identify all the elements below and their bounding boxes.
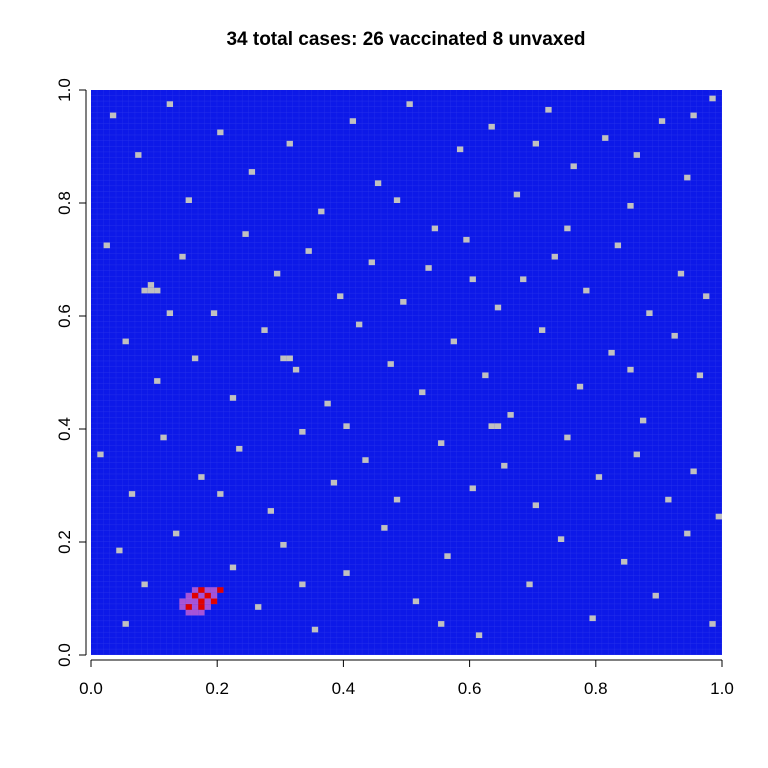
y-tick-label: 1.0 [55, 78, 74, 102]
y-tick-label: 0.2 [55, 530, 74, 554]
x-tick-label: 0.6 [458, 679, 482, 698]
y-tick-label: 0.6 [55, 304, 74, 328]
y-tick-label: 0.0 [55, 643, 74, 667]
x-tick-label: 0.4 [332, 679, 356, 698]
y-tick-label: 0.4 [55, 417, 74, 441]
x-tick-label: 0.8 [584, 679, 608, 698]
y-tick-label: 0.8 [55, 191, 74, 215]
x-tick-label: 0.2 [205, 679, 229, 698]
cell-grid [91, 90, 722, 655]
x-tick-label: 0.0 [79, 679, 103, 698]
x-tick-label: 1.0 [710, 679, 734, 698]
chart-title: 34 total cases: 26 vaccinated 8 unvaxed [226, 29, 585, 50]
